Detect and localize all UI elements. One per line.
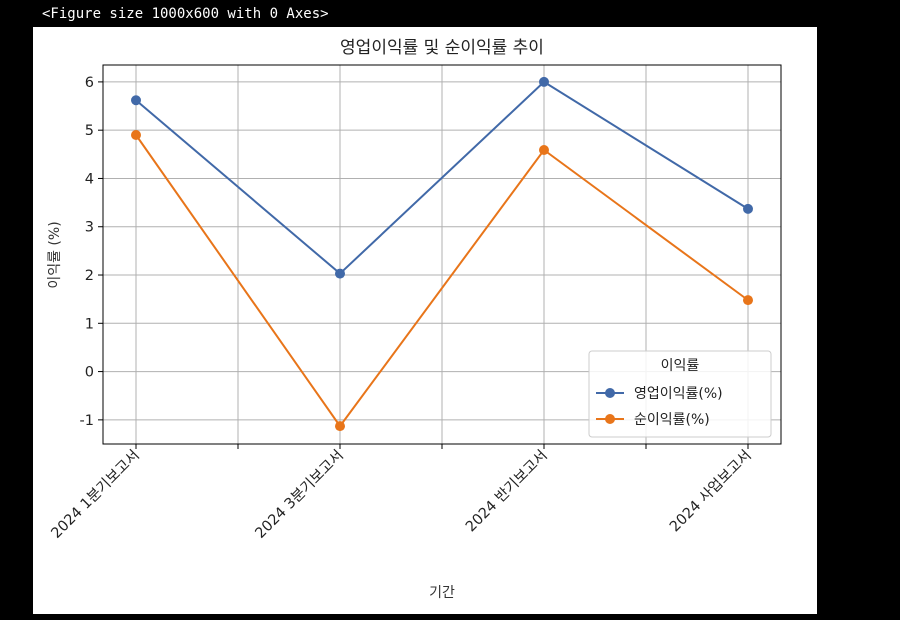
y-tick-label: 2 [85,268,94,284]
y-tick-label: 0 [85,365,94,381]
y-tick-label: 1 [85,316,94,332]
data-point [131,95,141,106]
legend-entries: 영업이익률(%) 순이익률(%) [596,386,723,428]
data-point [335,421,345,432]
legend-title: 이익률 [661,358,700,374]
legend-marker [605,388,615,398]
x-tick-label: 2024 반기보고서 [462,447,551,536]
figure-size-output: <Figure size 1000x600 with 0 Axes> [42,6,329,22]
series-line-1 [135,80,749,275]
y-tick-label: 4 [85,171,94,187]
x-tick-label: 2024 3분기보고서 [252,447,347,542]
y-tick-label: -1 [80,413,94,429]
x-tick-label: 2024 사업보고서 [666,447,755,536]
data-point [539,76,549,87]
data-point [743,295,753,306]
x-tick-label: 2024 1분기보고서 [48,447,143,542]
x-axis-title: 기간 [429,585,455,601]
data-point [539,144,549,155]
y-tick-label: 6 [85,75,94,91]
figure-canvas: -1 0 1 2 3 4 5 6 2024 1분기보고서 2024 3분기보고서 2024 반기보고… [33,27,817,614]
legend: 이익률 영업이익률(%) 순이익률(%) [588,350,772,438]
data-point [131,130,141,141]
y-axis-title: 이익률 (%) [47,221,63,288]
chart-title: 영업이익률 및 순이익률 추이 [340,38,544,58]
legend-box [588,350,772,438]
series-layer [131,76,753,432]
data-point [743,203,753,214]
series-line-2 [135,134,749,428]
y-tick-label: 3 [85,220,94,236]
legend-marker [605,414,615,424]
data-point [335,268,345,279]
line-chart: -1 0 1 2 3 4 5 6 2024 1분기보고서 2024 3분기보고서 2024 반기보고… [47,38,782,601]
y-tick-label: 5 [85,123,94,139]
axis-ticks: -1 0 1 2 3 4 5 6 2024 1분기보고서 2024 3분기보고서 2024 반기보고… [48,75,755,542]
legend-label: 순이익률(%) [634,412,710,428]
legend-label: 영업이익률(%) [634,386,723,402]
